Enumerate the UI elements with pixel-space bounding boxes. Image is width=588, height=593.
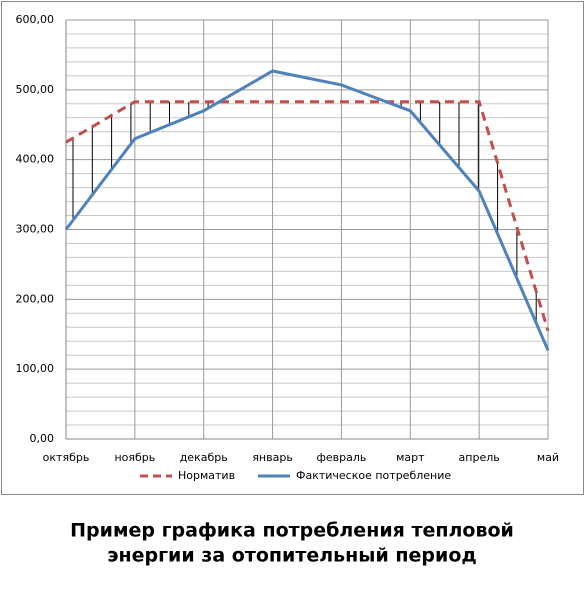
x-tick-label: декабрь (180, 451, 228, 464)
x-tick-label: ноябрь (114, 451, 155, 464)
legend-label: Норматив (178, 469, 235, 482)
y-tick-label: 100,00 (16, 362, 55, 375)
y-tick-label: 600,00 (16, 13, 55, 26)
y-tick-label: 300,00 (16, 223, 55, 236)
series-line (65, 100, 550, 332)
x-tick-label: февраль (316, 451, 366, 464)
y-tick-label: 0,00 (30, 432, 55, 445)
x-tick-label: октябрь (43, 451, 90, 464)
series-line (64, 69, 550, 351)
chart-border (1, 1, 584, 495)
x-tick-label: апрель (459, 451, 500, 464)
chart-title: Пример графика потребления тепловой (70, 520, 514, 542)
y-tick-label: 200,00 (16, 292, 55, 305)
legend-label: Фактическое потребление (296, 469, 451, 482)
chart-title: энергии за отопительный период (107, 545, 476, 567)
x-tick-label: март (396, 451, 425, 464)
y-tick-label: 500,00 (16, 83, 55, 96)
x-tick-label: май (537, 451, 559, 464)
y-tick-label: 400,00 (16, 153, 55, 166)
x-tick-label: январь (252, 451, 293, 464)
